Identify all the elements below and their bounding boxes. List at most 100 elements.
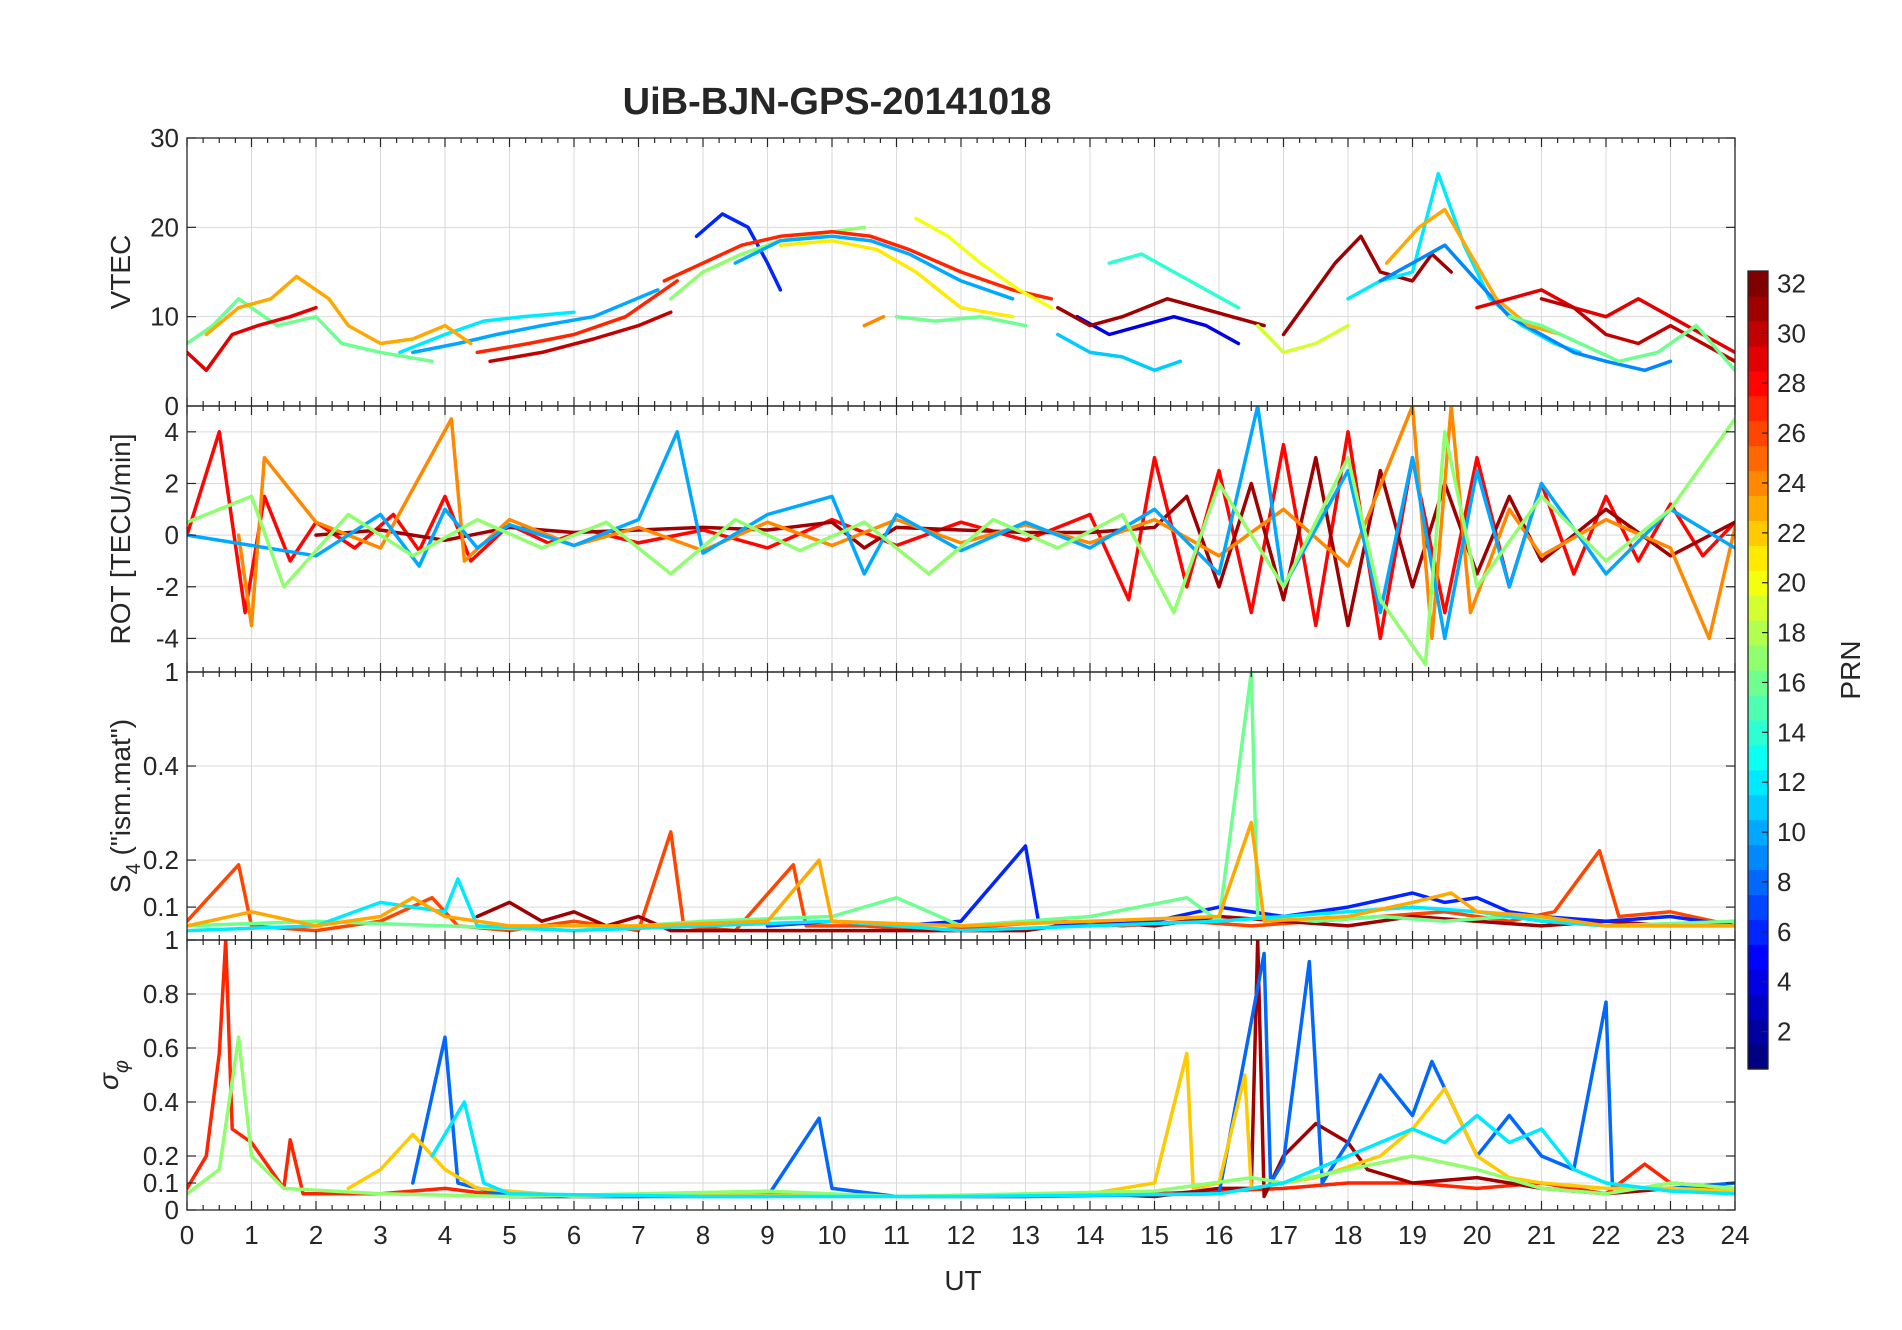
trace-prn-23	[187, 820, 1735, 928]
grid-rot	[186, 406, 1736, 672]
trace-prn-10	[187, 406, 1735, 641]
colorbar-swatch	[1748, 869, 1768, 896]
trace-prn-12	[398, 310, 576, 355]
y-tick-label: 10	[150, 302, 179, 332]
colorbar-swatch	[1748, 495, 1768, 521]
series-group-s4	[187, 672, 1735, 933]
y-axis-label-sub: φ	[111, 1060, 133, 1073]
colorbar-swatch	[1748, 719, 1768, 746]
trace-prn-4	[1075, 314, 1241, 346]
trace-prn-21	[778, 238, 1015, 319]
y-axis-label-rot: ROT [TECU/min]	[105, 433, 136, 644]
y-tick-label: 0.2	[143, 1141, 179, 1171]
x-tick-label: 0	[180, 1220, 194, 1250]
colorbar-swatch	[1748, 645, 1768, 671]
trace-prn-16	[187, 297, 434, 364]
trace-prn-30	[488, 310, 673, 364]
colorbar-swatch	[1748, 445, 1768, 472]
trace-prn-24	[236, 406, 1735, 641]
colorbar-tick-label: 30	[1777, 318, 1806, 348]
y-tick-label: 0.4	[143, 751, 179, 781]
colorbar-swatch	[1748, 271, 1768, 297]
colorbar-swatch	[1748, 295, 1768, 322]
x-tick-label: 15	[1140, 1220, 1169, 1250]
colorbar-tick-label: 6	[1777, 917, 1791, 947]
x-tick-label: 14	[1076, 1220, 1105, 1250]
x-tick-label: 24	[1721, 1220, 1750, 1250]
trace-prn-30	[1539, 297, 1735, 364]
trace-prn-20	[914, 216, 1054, 310]
x-tick-label: 1	[244, 1220, 258, 1250]
x-tick-label: 5	[502, 1220, 516, 1250]
y-tick-label: -2	[156, 572, 179, 602]
y-axis-label-sub: 4	[123, 863, 145, 874]
colorbar-swatch	[1748, 794, 1768, 821]
y-ticks-s4: 0.1 0.2 0.4 1	[143, 657, 1735, 922]
x-tick-label: 18	[1334, 1220, 1363, 1250]
x-tick-label: 7	[631, 1220, 645, 1250]
panel-sigma_phi: 00.10.2 0.4 0.6 0.8 1 σφ	[93, 925, 1736, 1225]
x-tick-label: 11	[883, 1220, 910, 1250]
trace-prn-26	[187, 830, 1735, 933]
y-tick-label: 0.1	[143, 1168, 179, 1198]
colorbar-frame	[1747, 270, 1769, 1070]
x-tick-label: 9	[760, 1220, 774, 1250]
trace-prn-23	[204, 274, 473, 346]
trace-prn-8	[411, 951, 1735, 1199]
colorbar-tick-label: 18	[1777, 618, 1806, 648]
colorbar-swatch	[1748, 694, 1768, 721]
grid-sigma_phi	[186, 939, 1736, 1211]
chart-title: UiB-BJN-GPS-20141018	[623, 81, 1052, 123]
series-group-sigma_phi	[187, 940, 1735, 1199]
colorbar-tick-label: 14	[1777, 717, 1806, 747]
y-tick-label: 0	[165, 391, 179, 421]
colorbar-tick-label: 2	[1777, 1017, 1791, 1047]
colorbar-label: PRN	[1835, 640, 1866, 699]
colorbar-swatch	[1748, 1044, 1768, 1070]
trace-prn-16	[1507, 314, 1735, 373]
trace-prn-27	[475, 279, 679, 355]
y-axis-label-sigma_phi: σφ	[93, 1060, 133, 1090]
x-tick-label: 4	[438, 1220, 452, 1250]
x-axis-label: UT	[944, 1265, 981, 1296]
trace-prn-14	[1107, 252, 1241, 310]
trace-prn-31	[1056, 297, 1266, 328]
colorbar-swatch	[1748, 670, 1768, 696]
trace-prn-9	[1378, 243, 1673, 373]
colorbar-tick-label: 28	[1777, 368, 1806, 398]
x-tick-label: 12	[947, 1220, 976, 1250]
x-ticks-sigma_phi	[186, 940, 1736, 1210]
colorbar-swatch	[1748, 969, 1768, 995]
x-tick-labels: 0 1 2 3 4 5 6 7 8 9 10 11 12 13 14 15 16 17 18 19 20 21 22 23 24	[180, 1220, 1750, 1250]
colorbar-tick-label: 32	[1777, 268, 1806, 298]
y-axis-label-main: S	[105, 874, 136, 893]
trace-prn-6	[765, 844, 1735, 928]
trace-prn-31	[475, 900, 1735, 933]
y-tick-label: 0.1	[143, 892, 179, 922]
trace-prn-17	[187, 1035, 1735, 1199]
panel-s4: 0.1 0.2 0.4 1 S4 ("ism.mat")	[105, 657, 1736, 941]
trace-prn-17	[187, 417, 1735, 667]
colorbar-tick-label: 8	[1777, 867, 1791, 897]
x-tick-label: 3	[373, 1220, 387, 1250]
y-axis-label-main: σ	[93, 1072, 124, 1090]
colorbar-swatch	[1748, 470, 1768, 497]
y-axis-label-rest: ("ism.mat")	[105, 719, 136, 863]
y-tick-label: 20	[150, 212, 179, 242]
colorbar-swatch	[1748, 944, 1768, 970]
colorbar-swatch	[1748, 570, 1768, 596]
x-tick-label: 2	[309, 1220, 323, 1250]
x-tick-label: 6	[567, 1220, 581, 1250]
trace-prn-27	[662, 230, 1054, 301]
x-tick-label: 20	[1463, 1220, 1492, 1250]
colorbar-swatch	[1748, 744, 1768, 771]
y-tick-label: 2	[165, 468, 179, 498]
trace-prn-10	[411, 288, 660, 355]
y-tick-label: 1	[165, 657, 179, 687]
x-ticks-rot	[186, 406, 1736, 672]
y-tick-label: 1	[165, 925, 179, 955]
